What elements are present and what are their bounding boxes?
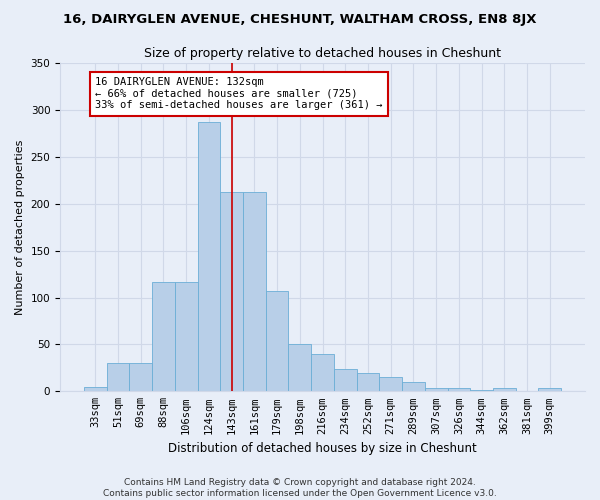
Y-axis label: Number of detached properties: Number of detached properties bbox=[15, 140, 25, 315]
Bar bbox=[197, 122, 220, 392]
Bar bbox=[220, 192, 243, 392]
Bar bbox=[289, 344, 311, 392]
Title: Size of property relative to detached houses in Cheshunt: Size of property relative to detached ho… bbox=[144, 48, 501, 60]
Bar bbox=[538, 388, 561, 392]
Bar bbox=[493, 388, 515, 392]
Bar bbox=[402, 382, 425, 392]
Bar bbox=[448, 388, 470, 392]
Bar bbox=[311, 354, 334, 392]
Bar bbox=[356, 374, 379, 392]
Bar bbox=[243, 192, 266, 392]
Text: Contains HM Land Registry data © Crown copyright and database right 2024.
Contai: Contains HM Land Registry data © Crown c… bbox=[103, 478, 497, 498]
Bar bbox=[425, 388, 448, 392]
Bar bbox=[470, 390, 493, 392]
Bar bbox=[107, 363, 130, 392]
Bar bbox=[152, 282, 175, 392]
X-axis label: Distribution of detached houses by size in Cheshunt: Distribution of detached houses by size … bbox=[168, 442, 477, 455]
Bar bbox=[266, 291, 289, 392]
Bar bbox=[379, 377, 402, 392]
Text: 16, DAIRYGLEN AVENUE, CHESHUNT, WALTHAM CROSS, EN8 8JX: 16, DAIRYGLEN AVENUE, CHESHUNT, WALTHAM … bbox=[63, 12, 537, 26]
Bar bbox=[175, 282, 197, 392]
Bar bbox=[334, 369, 356, 392]
Bar bbox=[130, 363, 152, 392]
Text: 16 DAIRYGLEN AVENUE: 132sqm
← 66% of detached houses are smaller (725)
33% of se: 16 DAIRYGLEN AVENUE: 132sqm ← 66% of det… bbox=[95, 77, 383, 110]
Bar bbox=[84, 386, 107, 392]
